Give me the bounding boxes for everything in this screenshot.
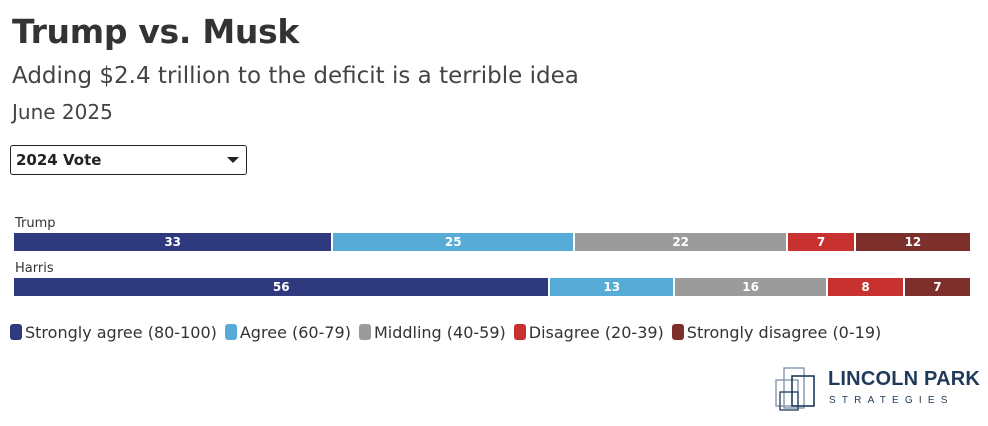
logo-mark-icon [775,367,815,411]
legend-item-4[interactable]: Strongly disagree (0-19) [671,323,882,342]
bar-label-harris-3: 8 [861,280,870,294]
vote-filter-value: 2024 Vote [16,151,102,169]
row-label-trump: Trump [15,216,56,231]
legend-label: Disagree (20-39) [528,323,664,342]
legend-item-2[interactable]: Middling (40-59) [358,323,506,342]
bar-row-trump: 33 25 22 7 12 [14,233,972,251]
lincoln-park-strategies-logo: LINCOLN PARK STRATEGIES [772,362,981,414]
chevron-down-icon [227,157,239,163]
bar-segment-harris-1[interactable] [550,278,673,296]
legend-swatch [671,324,684,340]
chart-date: June 2025 [12,100,113,124]
logo-subtitle: STRATEGIES [829,395,954,406]
bar-segment-harris-4[interactable] [904,278,970,296]
legend-label: Middling (40-59) [373,323,506,342]
bar-segment-harris-0[interactable] [14,278,549,296]
chart-title: Trump vs. Musk [12,12,300,51]
logo-name: LINCOLN PARK [828,368,981,390]
legend-item-1[interactable]: Agree (60-79) [224,323,351,342]
bar-label-trump-1: 25 [444,235,462,249]
bar-label-trump-3: 7 [816,235,826,249]
legend-item-0[interactable]: Strongly agree (80-100) [10,323,217,342]
row-label-harris: Harris [15,261,54,276]
bar-segment-harris-3[interactable] [828,278,903,296]
bar-label-harris-1: 13 [603,280,621,294]
legend-item-3[interactable]: Disagree (20-39) [513,323,664,342]
bar-label-harris-0: 56 [272,280,290,294]
bar-segment-trump-0[interactable] [14,233,332,251]
bar-label-harris-4: 7 [933,280,942,294]
bar-row-harris: 56 13 16 8 7 [14,278,972,296]
bar-label-trump-4: 12 [904,235,922,249]
vote-filter-dropdown[interactable]: 2024 Vote [10,145,247,175]
legend-swatch [513,324,526,340]
bar-segment-trump-3[interactable] [788,233,854,251]
bar-label-trump-2: 22 [672,235,690,249]
legend-swatch [358,324,371,340]
legend-label: Agree (60-79) [239,323,351,342]
bar-segment-trump-1[interactable] [333,233,574,251]
legend-swatch [224,324,237,340]
chart-legend: Strongly agree (80-100) Agree (60-79) Midd… [10,323,889,345]
bar-segment-harris-2[interactable] [675,278,827,296]
bar-label-harris-2: 16 [742,280,759,294]
chart-subtitle: Adding $2.4 trillion to the deficit is a… [12,63,579,89]
bar-segment-trump-2[interactable] [575,233,787,251]
legend-label: Strongly agree (80-100) [25,323,217,342]
bar-label-trump-0: 33 [164,235,182,249]
legend-swatch [10,324,22,340]
legend-label: Strongly disagree (0-19) [686,323,882,342]
bar-segment-trump-4[interactable] [855,233,970,251]
